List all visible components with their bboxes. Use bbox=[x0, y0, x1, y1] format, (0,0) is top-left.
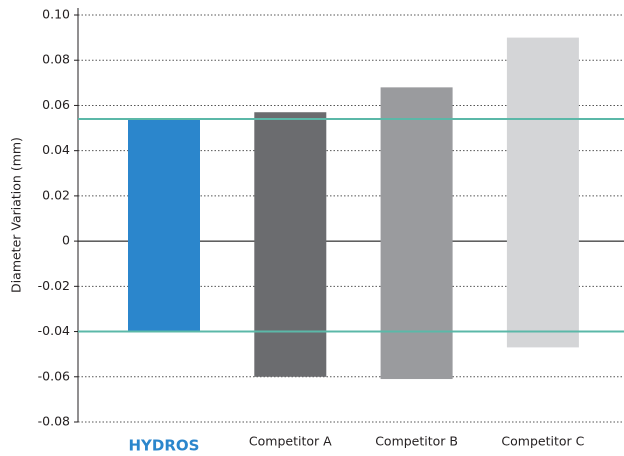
x-tick-label: Competitor A bbox=[249, 434, 332, 449]
y-tick-label: -0.08 bbox=[38, 414, 70, 429]
y-tick-label: 0.10 bbox=[42, 7, 70, 22]
y-tick-label: 0.04 bbox=[42, 142, 70, 157]
y-tick-label: -0.04 bbox=[38, 323, 70, 338]
bar bbox=[128, 119, 200, 332]
y-tick-label: -0.06 bbox=[38, 368, 70, 383]
y-tick-label: 0.02 bbox=[42, 187, 70, 202]
y-tick-label: 0.08 bbox=[42, 52, 70, 67]
y-tick-label: 0.06 bbox=[42, 97, 70, 112]
x-tick-label: Competitor B bbox=[375, 434, 458, 449]
y-tick-label: -0.02 bbox=[38, 278, 70, 293]
bar bbox=[506, 37, 579, 348]
bar bbox=[380, 87, 453, 380]
x-tick-label: Competitor C bbox=[501, 434, 584, 449]
y-axis-label: Diameter Variation (mm) bbox=[9, 137, 24, 293]
y-tick-label: 0 bbox=[62, 233, 70, 248]
x-tick-label: HYDROS bbox=[129, 437, 200, 455]
bar bbox=[254, 112, 327, 377]
